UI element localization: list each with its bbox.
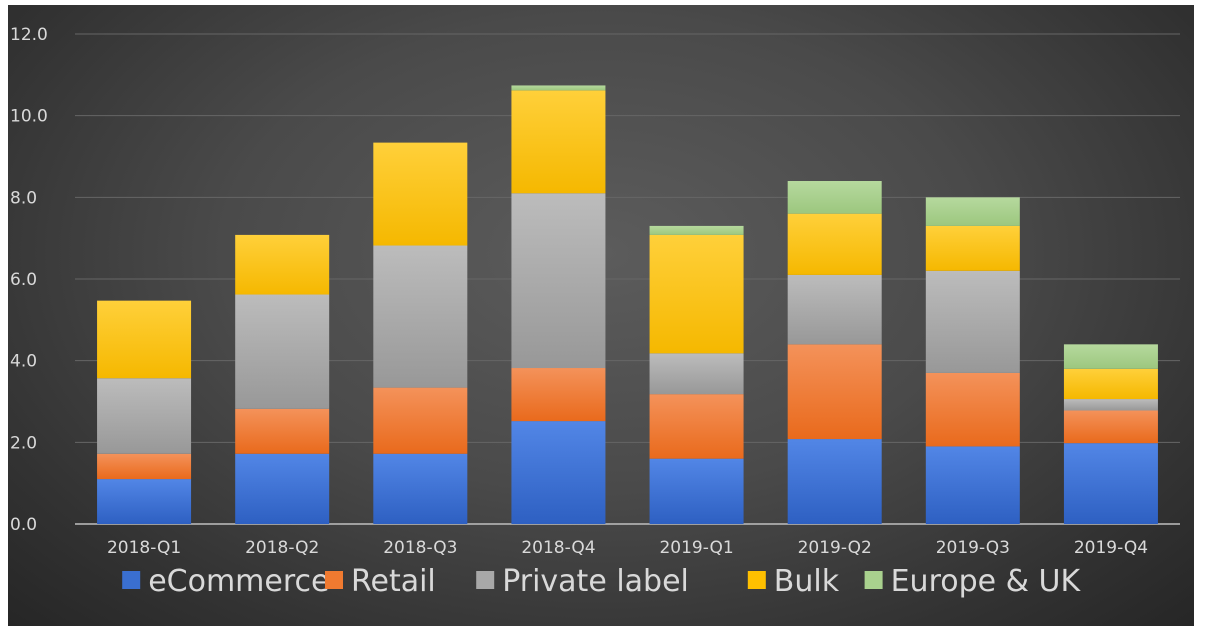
x-tick-label: 2018-Q3 (383, 538, 457, 558)
bar-stack-2018-q3 (373, 142, 468, 524)
bar-segment-private-label (373, 245, 468, 388)
bar-segment-bulk (373, 142, 468, 246)
bar-segment-europe-uk (649, 225, 744, 235)
bar-stack-2018-q2 (235, 234, 330, 524)
bar-segment-retail (511, 368, 606, 422)
legend-label: Private label (502, 564, 689, 599)
bar-segment-retail (925, 372, 1020, 447)
legend-item-retail: Retail (325, 564, 436, 599)
bar-segment-private-label (511, 193, 606, 369)
bar-stack-2019-q4 (1063, 344, 1158, 524)
bar-segment-ecommerce (925, 446, 1020, 524)
y-tick-label: 0.0 (10, 515, 37, 535)
x-tick-label: 2018-Q1 (107, 538, 181, 558)
y-tick-label: 12.0 (10, 25, 48, 45)
bar-segment-bulk (1063, 368, 1158, 400)
y-axis-ticks: 0.0 2.0 4.0 6.0 8.0 10.0 12.0 (10, 25, 48, 535)
bar-segment-retail (787, 344, 882, 440)
bar-segment-ecommerce (511, 421, 606, 524)
bar-segment-retail (1063, 410, 1158, 444)
bars (97, 85, 1158, 524)
x-tick-label: 2019-Q4 (1074, 538, 1148, 558)
bar-segment-bulk (97, 300, 192, 379)
y-tick-label: 6.0 (10, 270, 37, 290)
bar-segment-bulk (925, 225, 1020, 271)
bar-segment-bulk (511, 90, 606, 194)
bar-segment-retail (373, 387, 468, 454)
bar-segment-bulk (787, 213, 882, 275)
bar-segment-private-label (787, 274, 882, 345)
bar-segment-retail (235, 408, 330, 454)
bar-stack-2018-q1 (97, 300, 192, 524)
bar-segment-ecommerce (787, 439, 882, 524)
legend-swatch (325, 571, 343, 589)
legend-label: Retail (351, 564, 436, 599)
legend-swatch (864, 571, 883, 589)
y-tick-label: 4.0 (10, 352, 37, 372)
bar-segment-bulk (649, 234, 744, 354)
bar-segment-ecommerce (1063, 443, 1158, 524)
bar-segment-private-label (97, 378, 192, 454)
legend-item-bulk: Bulk (747, 564, 840, 599)
x-axis-ticks: 2018-Q1 2018-Q2 2018-Q3 2018-Q4 2019-Q1 2019-… (107, 538, 1148, 558)
legend-item-ecommerce: eCommerce (122, 564, 329, 599)
bar-segment-retail (97, 453, 192, 480)
bar-segment-bulk (235, 234, 330, 295)
legend-label: Europe & UK (891, 564, 1082, 599)
bar-segment-private-label (1063, 399, 1158, 411)
bar-segment-europe-uk (787, 181, 882, 214)
bar-segment-ecommerce (373, 453, 468, 524)
bar-stack-2019-q3 (925, 197, 1020, 524)
y-tick-label: 10.0 (10, 107, 48, 127)
y-tick-label: 2.0 (10, 433, 37, 453)
bar-stack-2018-q4 (511, 85, 606, 524)
x-tick-label: 2019-Q3 (936, 538, 1010, 558)
x-tick-label: 2018-Q4 (521, 538, 595, 558)
bar-segment-retail (649, 394, 744, 459)
bar-segment-private-label (649, 353, 744, 395)
bar-segment-europe-uk (1063, 344, 1158, 369)
bar-segment-private-label (235, 294, 330, 409)
bar-segment-europe-uk (925, 197, 1020, 226)
legend-swatch (122, 571, 141, 589)
y-tick-label: 8.0 (10, 188, 37, 208)
legend-label: eCommerce (148, 564, 329, 599)
x-tick-label: 2019-Q1 (659, 538, 733, 558)
legend: eCommerce Retail Private label Bulk Europe &… (122, 564, 1082, 599)
legend-swatch (476, 571, 495, 589)
bar-segment-ecommerce (235, 453, 330, 524)
bar-segment-private-label (925, 270, 1020, 373)
x-tick-label: 2018-Q2 (245, 538, 319, 558)
legend-label: Bulk (774, 564, 840, 599)
bar-stack-2019-q1 (649, 225, 744, 524)
legend-item-private-label: Private label (476, 564, 689, 599)
bar-stack-2019-q2 (787, 181, 882, 524)
bar-segment-europe-uk (511, 85, 606, 91)
legend-item-europe-uk: Europe & UK (864, 564, 1082, 599)
bar-segment-ecommerce (97, 479, 192, 524)
x-tick-label: 2019-Q2 (798, 538, 872, 558)
stacked-bar-chart: 0.0 2.0 4.0 6.0 8.0 10.0 12.0 2018-Q1 2018-Q2 20… (8, 5, 1194, 626)
bar-segment-ecommerce (649, 458, 744, 524)
chart-svg: 0.02.04.06.08.010.012.0 2018-Q1 2018-Q2 20… (10, 25, 1180, 599)
legend-swatch (747, 571, 766, 589)
